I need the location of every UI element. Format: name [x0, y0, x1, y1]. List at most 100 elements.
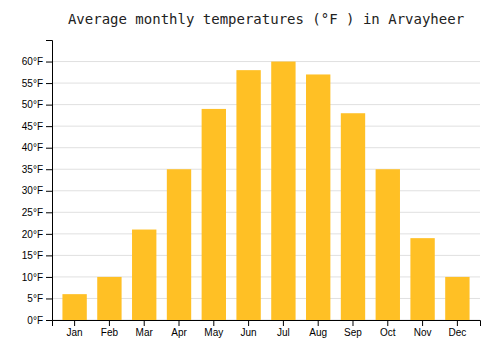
chart: 0°F 5°F 10°F 15°F 20°F 25°F 30°F 35°F 40°F 45°F 50…	[0, 0, 500, 350]
tick-mark	[144, 320, 145, 326]
tick-mark	[46, 212, 52, 213]
tick-label: 0°F	[27, 315, 43, 326]
tick-mark	[179, 320, 180, 326]
tick-mark	[387, 320, 388, 326]
grid-line	[52, 147, 480, 148]
plot: 0°F 5°F 10°F 15°F 20°F 25°F 30°F 35°F 40°F 45°F 50…	[22, 41, 481, 339]
tick-mark	[46, 277, 52, 278]
tick-mark	[46, 62, 52, 63]
grid-line	[52, 126, 480, 127]
bar	[167, 169, 191, 320]
tick: 45°F	[22, 121, 52, 132]
tick: 30°F	[22, 185, 52, 196]
tick: 20°F	[22, 229, 52, 240]
tick-label: 35°F	[22, 164, 43, 175]
tick: Sep	[344, 320, 362, 338]
tick-label: Nov	[414, 327, 432, 338]
bar	[62, 294, 86, 320]
tick-mark	[283, 320, 284, 326]
tick-mark	[46, 320, 52, 321]
tick-mark	[46, 105, 52, 106]
tick-mark	[457, 320, 458, 326]
title: Average monthly temperatures (°F ) in Ar…	[68, 11, 464, 27]
tick: Feb	[101, 320, 119, 338]
tick-mark	[248, 320, 249, 326]
tick-label: 40°F	[22, 142, 43, 153]
tick: May	[204, 320, 223, 338]
tick: Jul	[277, 320, 290, 338]
tick: Jan	[67, 320, 83, 338]
tick-mark	[46, 169, 52, 170]
tick-mark	[318, 320, 319, 326]
tick-mark	[422, 320, 423, 326]
tick-label: Mar	[136, 327, 154, 338]
tick-label: Jun	[241, 327, 257, 338]
tick: 10°F	[22, 272, 52, 283]
tick-label: 60°F	[22, 56, 43, 67]
bars	[62, 62, 469, 320]
bar	[306, 74, 330, 320]
tick: Oct	[380, 320, 396, 338]
tick-label: Aug	[309, 327, 327, 338]
grid-line	[52, 61, 480, 62]
tick-mark	[46, 298, 52, 299]
tick: 35°F	[22, 164, 52, 175]
x-axis: JanFebMarAprMayJunJulAugSepOctNovDec	[53, 320, 481, 338]
tick: 15°F	[22, 250, 52, 261]
tick-mark	[109, 320, 110, 326]
bar	[202, 109, 226, 320]
tick-mark	[46, 83, 52, 84]
tick-mark	[46, 126, 52, 127]
tick-label: Apr	[171, 327, 187, 338]
tick-label: 55°F	[22, 78, 43, 89]
tick: 50°F	[22, 99, 52, 110]
tick: 40°F	[22, 142, 52, 153]
tick-label: Feb	[101, 327, 119, 338]
tick-label: Oct	[380, 327, 396, 338]
tick-mark	[46, 148, 52, 149]
tick: Nov	[414, 320, 432, 338]
grid-line	[52, 212, 480, 213]
tick-label: May	[204, 327, 223, 338]
tick: 5°F	[27, 293, 52, 304]
bar	[97, 277, 121, 320]
tick: Mar	[136, 320, 154, 338]
tick: 60°F	[22, 56, 52, 67]
bar	[271, 62, 295, 320]
tick-mark	[46, 234, 52, 235]
tick: Apr	[171, 320, 187, 338]
tick-label: 50°F	[22, 99, 43, 110]
tick-label: 25°F	[22, 207, 43, 218]
bar	[376, 169, 400, 320]
axis-line	[46, 41, 53, 321]
tick-label: 45°F	[22, 121, 43, 132]
tick-mark	[352, 320, 353, 326]
tick: 0°F	[27, 315, 52, 326]
bar	[410, 238, 434, 320]
grid	[52, 62, 480, 320]
bar	[445, 277, 469, 320]
grid-line	[52, 169, 480, 170]
tick-mark	[46, 255, 52, 256]
tick-mark	[213, 320, 214, 326]
tick: 55°F	[22, 78, 52, 89]
tick: Jun	[241, 320, 257, 338]
grid-line	[52, 233, 480, 234]
tick-label: Jul	[277, 327, 290, 338]
bar	[341, 113, 365, 320]
grid-line	[52, 83, 480, 84]
tick-label: Jan	[67, 327, 83, 338]
tick-mark	[46, 191, 52, 192]
tick-label: 20°F	[22, 229, 43, 240]
tick: 25°F	[22, 207, 52, 218]
y-axis: 0°F 5°F 10°F 15°F 20°F 25°F 30°F 35°F 40°F 45°F 50…	[22, 41, 53, 326]
tick-mark	[74, 320, 75, 326]
tick-label: 5°F	[27, 293, 43, 304]
tick-label: 30°F	[22, 185, 43, 196]
axis-line	[53, 321, 481, 327]
grid-line	[52, 190, 480, 191]
tick-label: Sep	[344, 327, 362, 338]
tick-label: 15°F	[22, 250, 43, 261]
grid-line	[52, 104, 480, 105]
tick: Aug	[309, 320, 327, 338]
